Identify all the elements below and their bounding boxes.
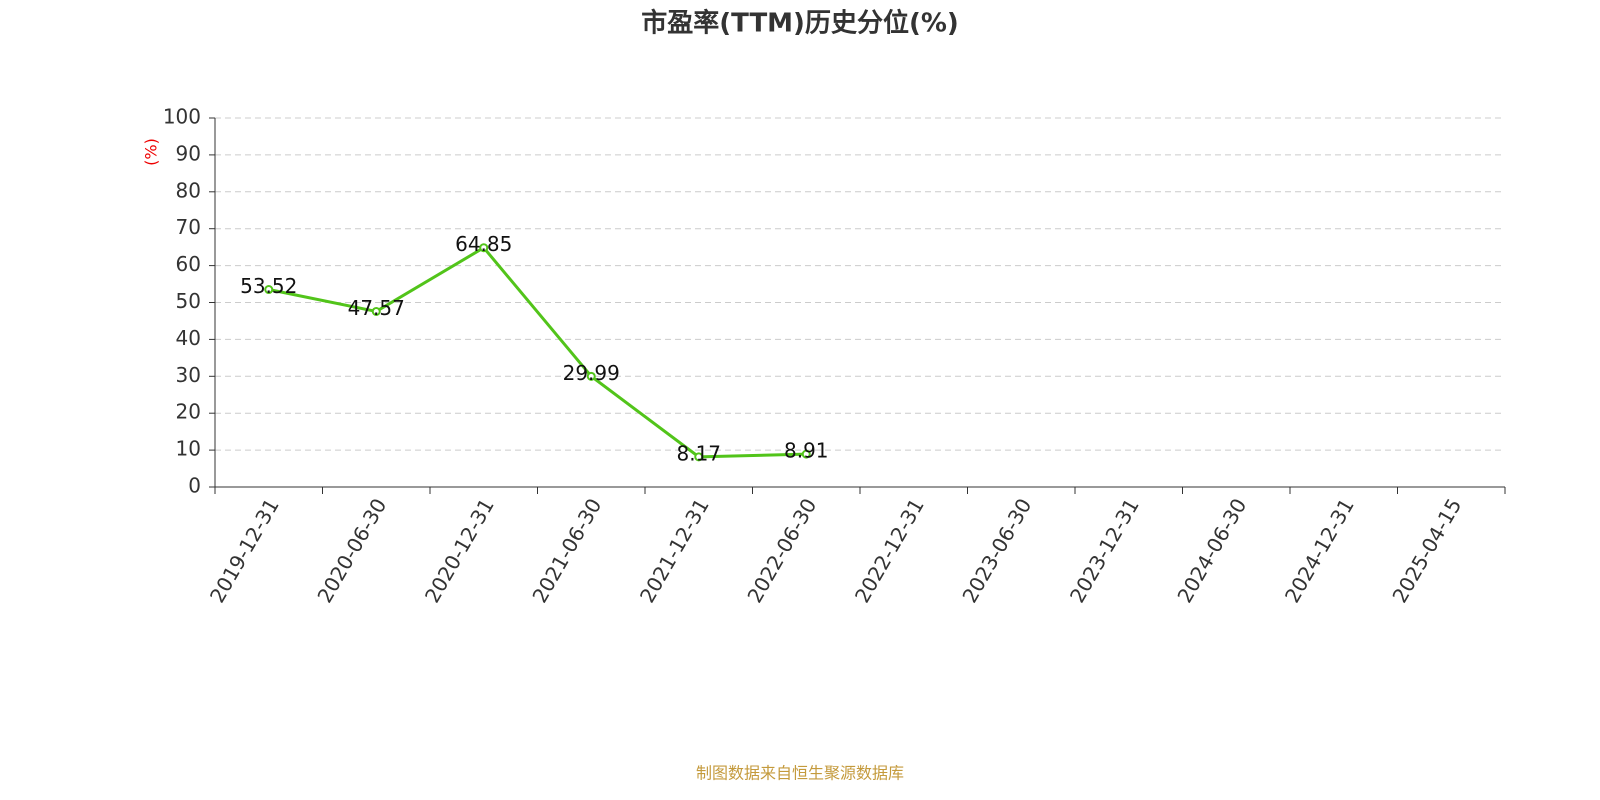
y-tick-label: 50 [176,289,201,313]
x-tick-label: 2023-12-31 [1065,494,1144,607]
point [586,371,596,381]
point [479,243,489,253]
y-tick-label: 20 [176,400,201,424]
source-note: 制图数据来自恒生聚源数据库 [696,764,904,783]
point [371,306,381,316]
data-label: 8.17 [676,441,721,465]
x-tick-label: 2022-12-31 [850,494,929,607]
y-axis-label: (%) [142,138,161,166]
x-tick-label: 2020-06-30 [312,494,391,607]
data-label: 64.85 [455,232,512,256]
point [801,449,811,459]
y-tick-label: 40 [176,326,201,350]
y-tick-label: 70 [176,215,201,239]
data-label: 8.91 [784,439,829,463]
y-tick-label: 10 [176,437,201,461]
x-tick-label: 2024-12-31 [1280,494,1359,607]
point [694,452,704,462]
data-label: 29.99 [563,361,620,385]
x-tick-label: 2022-06-30 [742,494,821,607]
x-tick-label: 2021-06-30 [527,494,606,607]
y-tick-label: 30 [176,363,201,387]
y-tick-label: 90 [176,141,201,165]
y-tick-label: 60 [176,252,201,276]
x-tick-label: 2025-04-15 [1387,494,1466,607]
x-tick-label: 2023-06-30 [957,494,1036,607]
y-tick-label: 80 [176,178,201,202]
point [264,285,274,295]
data-label: 53.52 [240,274,297,298]
x-tick-label: 2019-12-31 [205,494,284,607]
x-tick-label: 2024-06-30 [1172,494,1251,607]
y-tick-label: 0 [188,474,201,498]
chart-title: 市盈率(TTM)历史分位(%) [641,8,959,39]
x-tick-label: 2021-12-31 [635,494,714,607]
data-label: 47.57 [348,296,405,320]
x-tick-label: 2020-12-31 [420,494,499,607]
y-tick-label: 100 [163,105,201,129]
line [268,245,807,459]
